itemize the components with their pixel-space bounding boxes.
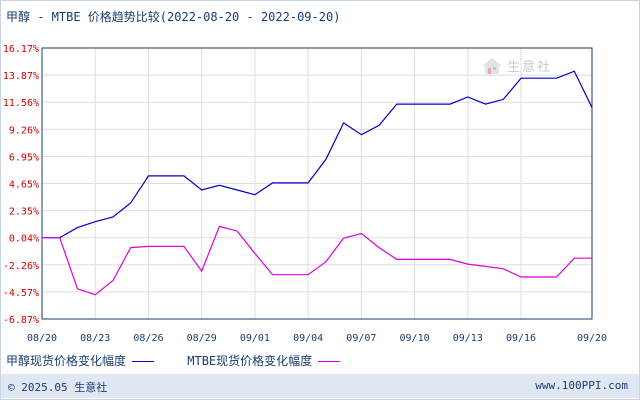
x-tick-label: 09/01 bbox=[240, 333, 270, 344]
legend-label-methanol: 甲醇现货价格变化幅度 bbox=[6, 354, 127, 368]
series-line-2 bbox=[42, 225, 592, 296]
y-tick-label: 6.95% bbox=[9, 152, 39, 163]
x-tick-label: 08/20 bbox=[27, 333, 57, 344]
watermark-logo: 生意社 bbox=[481, 56, 552, 75]
y-tick-label: -4.57% bbox=[3, 288, 39, 299]
footer-bar bbox=[1, 374, 639, 398]
legend-swatch-methanol bbox=[132, 361, 155, 362]
legend-item-methanol: 甲醇现货价格变化幅度 bbox=[6, 352, 155, 369]
line-chart: 16.17% 13.87% 11.56% 9.26% 6.95% 4.65% 2.35% 0.… bbox=[3, 44, 607, 344]
x-tick-label: 09/07 bbox=[346, 333, 376, 344]
x-tick-label: 08/29 bbox=[187, 333, 217, 344]
x-tick-label: 09/13 bbox=[453, 333, 483, 344]
y-tick-label: 2.35% bbox=[9, 207, 39, 218]
y-tick-label: 11.56% bbox=[3, 98, 39, 109]
legend-swatch-mtbe bbox=[318, 361, 341, 362]
footer-copyright: © 2025.05 生意社 bbox=[8, 381, 108, 394]
y-tick-label: -2.26% bbox=[3, 261, 39, 272]
x-axis-ticks: 08/20 08/23 08/26 08/29 09/01 09/04 09/07 09/10… bbox=[27, 333, 607, 344]
x-tick-label: 09/10 bbox=[400, 333, 430, 344]
y-tick-label: -6.87% bbox=[3, 315, 39, 326]
watermark-text: 生意社 bbox=[507, 60, 553, 75]
x-tick-label: 09/16 bbox=[506, 333, 536, 344]
y-tick-label: 4.65% bbox=[9, 180, 39, 191]
x-tick-label: 09/20 bbox=[577, 333, 607, 344]
y-tick-label: 9.26% bbox=[9, 125, 39, 136]
plot-area-border bbox=[41, 47, 593, 320]
y-axis-ticks: 16.17% 13.87% 11.56% 9.26% 6.95% 4.65% 2.35% 0.… bbox=[3, 44, 39, 326]
x-tick-label: 09/04 bbox=[293, 333, 323, 344]
y-tick-label: 16.17% bbox=[3, 44, 39, 55]
grid-lines bbox=[41, 47, 593, 320]
series-lines bbox=[42, 70, 593, 296]
house-icon bbox=[482, 57, 502, 74]
chart-title: 甲醇 - MTBE 价格趋势比较(2022-08-20 - 2022-09-20… bbox=[6, 10, 341, 24]
y-tick-label: 13.87% bbox=[3, 71, 39, 82]
y-tick-label: 0.04% bbox=[9, 234, 39, 245]
series-line-1 bbox=[42, 70, 593, 239]
x-tick-label: 08/26 bbox=[133, 333, 163, 344]
x-tick-label: 08/23 bbox=[80, 333, 110, 344]
legend-label-mtbe: MTBE现货价格变化幅度 bbox=[187, 354, 313, 368]
legend-item-mtbe: MTBE现货价格变化幅度 bbox=[187, 352, 341, 369]
footer-site-link[interactable]: www.100PPI.com bbox=[535, 379, 628, 392]
legend: 甲醇现货价格变化幅度 MTBE现货价格变化幅度 bbox=[6, 352, 366, 369]
